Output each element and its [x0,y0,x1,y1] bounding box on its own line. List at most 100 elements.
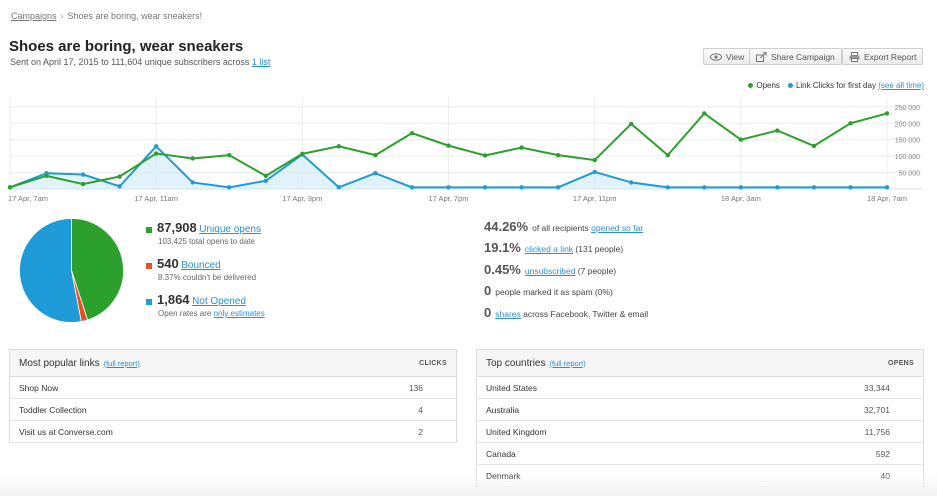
pie-slice-not-opened [19,218,82,323]
breadcrumb-separator: › [60,11,64,21]
opens-point [373,152,378,158]
not-opened-sub: Open rates are only estimates [158,309,265,318]
opens-point [446,143,451,148]
country-row-label: United States [486,382,538,393]
clicks-point [665,185,670,190]
opens-sub: 103,425 total opens to date [158,237,255,246]
opens-point [811,143,817,149]
rate-link[interactable]: shares [495,309,521,319]
opens-point [227,152,232,158]
see-all-time-link[interactable]: (see all time) [878,81,924,90]
rate-value: 0 [484,283,492,298]
opens-point [884,111,890,116]
country-row-value: 592 [875,448,890,459]
link-row-value: 4 [418,404,423,415]
opens-value: 87,908 [157,220,197,235]
rate-link[interactable]: unsubscribed [524,266,576,276]
printer-icon [849,51,860,62]
unique-opens-link[interactable]: Unique opens [199,224,261,235]
link-row-label: Visit us at Converse.com [19,426,113,437]
opens-point [702,111,707,116]
clicks-point [446,185,451,190]
opens-point [80,181,86,187]
link-row: Toddler Collection 4 [10,399,456,421]
opens-point [300,151,305,157]
rate-stat: 0 people marked it as spam (0%) [484,283,613,298]
pie-slice-opens [71,218,124,321]
country-row-value: 33,344 [864,382,890,393]
bounced-sub: 8.37% couldn't be delivered [158,273,257,282]
opens-point [117,174,122,179]
share-label: Share Campaign [771,51,835,62]
activity-line-chart: 250 000 200 000 150 000 100 000 50 000 17 Apr… [7,97,922,203]
clicks-point [775,185,780,190]
breadcrumb: Campaigns › Shoes are boring, wear sneaker… [11,11,202,21]
chart-x-tick-label: 17 Apr, 7am [8,194,48,203]
opens-point [665,152,670,158]
popular-links-title: Most popular links [19,357,100,369]
breadcrumb-campaigns-link[interactable]: Campaigns [11,11,57,21]
rate-link[interactable]: opened so far [591,223,644,233]
country-row-value: 11,756 [864,426,890,437]
list-link[interactable]: 1 list [251,57,271,67]
clicks-column-header: CLICKS [419,359,447,367]
countries-full-report-link[interactable]: (full report) [549,358,586,368]
country-row-value: 32,701 [864,404,890,415]
only-estimates-link[interactable]: only estimates [213,309,265,318]
bounced-link[interactable]: Bounced [181,260,221,271]
share-icon [756,51,767,62]
country-row: Canada 592 [477,443,923,465]
top-countries-title: Top countries [486,357,546,369]
bounced-value: 540 [157,256,179,271]
chart-y-tick-label: 250 000 [895,105,920,112]
chart-y-tick-label: 50 000 [899,171,921,178]
country-row-label: United Kingdom [486,426,547,437]
opens-point [263,173,268,179]
clicks-point [336,185,342,190]
rate-suffix: across Facebook, Twitter & email [520,309,649,319]
chart-x-tick-label: 17 Apr, 11am [134,194,178,203]
rate-stat: 19.1% clicked a link (131 people) [484,240,623,255]
opens-square-icon [146,226,152,233]
view-button[interactable]: View [703,48,752,65]
links-full-report-link[interactable]: (full report) [103,358,140,368]
page-title: Shoes are boring, wear sneakers [9,38,244,55]
export-label: Export Report [864,51,917,62]
clicks-point [227,185,232,190]
stat-opens: 87,908 Unique opens 103,425 total opens … [146,220,261,246]
breadcrumb-current: Shoes are boring, wear sneakers! [67,11,203,21]
bounced-square-icon [146,262,152,269]
not-opened-square-icon [146,298,152,305]
chart-y-tick-label: 150 000 [895,138,920,145]
opens-dot-icon [748,83,754,89]
clicks-dot-icon [787,83,793,89]
legend-clicks-label: Link Clicks for first day [795,81,876,90]
chart-x-tick-label: 18 Apr, 3am [721,194,761,203]
rate-text: of all recipients [532,223,592,233]
top-countries-header: Top countries (full report) OPENS [477,350,923,377]
export-report-button[interactable]: Export Report [842,48,924,65]
opens-point [44,173,49,179]
popular-links-panel: Most popular links (full report) CLICKS S… [9,349,457,443]
clicks-point [190,180,195,185]
not-opened-link[interactable]: Not Opened [192,296,246,307]
opens-point [482,153,488,158]
clicks-point [263,178,268,183]
rate-suffix: (7 people) [575,266,617,276]
chart-x-tick-label: 17 Apr, 7pm [428,194,468,203]
chart-y-tick-label: 200 000 [895,121,920,128]
clicks-point [519,185,524,190]
chart-x-tick-label: 17 Apr, 3pm [282,194,322,203]
country-row-label: Canada [486,448,516,459]
rate-link[interactable]: clicked a link [524,244,574,254]
legend-opens-label: Opens [756,81,780,90]
clicks-point [702,185,707,190]
share-campaign-button[interactable]: Share Campaign [749,48,842,65]
clicks-point [592,169,597,175]
subtitle-text: Sent on April 17, 2015 to 111,604 unique… [10,57,250,67]
top-countries-panel: Top countries (full report) OPENS United … [476,349,924,487]
rate-stat: 44.26% of all recipients opened so far [484,219,643,234]
country-row-label: Australia [486,404,520,415]
country-row: United Kingdom 11,756 [477,421,923,443]
opens-point [629,121,634,127]
